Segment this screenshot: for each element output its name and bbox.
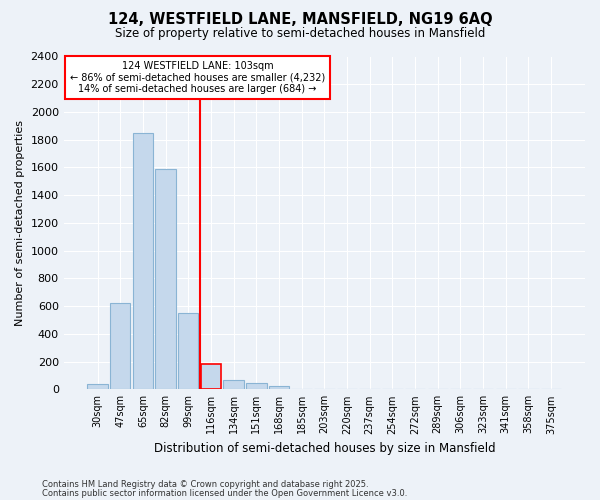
Bar [178,313,199,390]
Bar [269,386,289,390]
Text: 124 WESTFIELD LANE: 103sqm
← 86% of semi-detached houses are smaller (4,232)
14%: 124 WESTFIELD LANE: 103sqm ← 86% of semi… [70,60,325,94]
Text: Contains public sector information licensed under the Open Government Licence v3: Contains public sector information licen… [42,488,407,498]
Text: Contains HM Land Registry data © Crown copyright and database right 2025.: Contains HM Land Registry data © Crown c… [42,480,368,489]
Y-axis label: Number of semi-detached properties: Number of semi-detached properties [15,120,25,326]
Bar [155,169,176,390]
Bar [223,380,244,390]
Bar [246,383,266,390]
Bar [201,364,221,390]
Bar [133,133,153,390]
X-axis label: Distribution of semi-detached houses by size in Mansfield: Distribution of semi-detached houses by … [154,442,495,455]
Text: Size of property relative to semi-detached houses in Mansfield: Size of property relative to semi-detach… [115,28,485,40]
Bar [110,304,130,390]
Bar [88,384,108,390]
Text: 124, WESTFIELD LANE, MANSFIELD, NG19 6AQ: 124, WESTFIELD LANE, MANSFIELD, NG19 6AQ [107,12,493,28]
